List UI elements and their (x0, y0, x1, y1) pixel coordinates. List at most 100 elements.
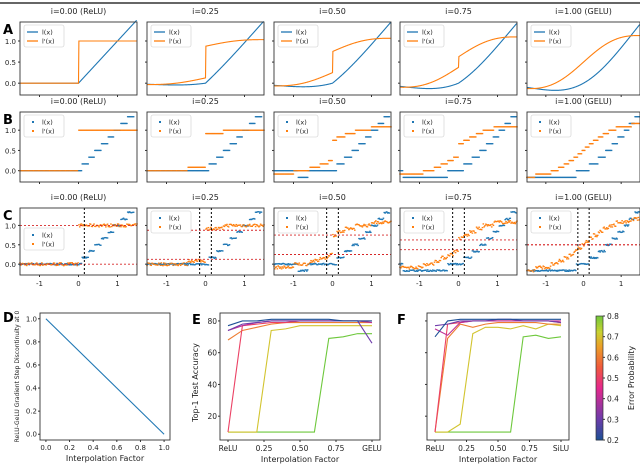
x-tick-label: 0.25 (256, 444, 273, 453)
legend-label: l'(x) (42, 241, 55, 249)
x-tick-label: 0.25 (458, 444, 475, 453)
colorbar-segment (596, 375, 603, 379)
legend-swatch (32, 130, 34, 132)
accuracy-line-p0.7 (435, 323, 562, 433)
y-tick-label: 0.0 (5, 168, 16, 176)
panel-B-1 (145, 111, 265, 184)
legend-label: l(x) (169, 119, 180, 127)
panel-title: i=0.50 (319, 193, 346, 202)
axes-frame (19, 111, 138, 183)
colorbar-segment (596, 396, 603, 400)
colorbar-segment (596, 411, 603, 414)
axes-frame (526, 21, 640, 96)
x-tick-label: SiLU (553, 444, 569, 453)
legend-swatch (412, 121, 414, 123)
accuracy-line-p0.6 (227, 321, 372, 341)
colorbar-label: Error Probability (627, 346, 636, 411)
panel-title: i=1.00 (GELU) (555, 193, 612, 202)
x-tick-label: 1 (115, 280, 119, 288)
x-tick-label: 1 (369, 280, 373, 288)
legend-label: l(x) (422, 119, 433, 127)
axes-frame (146, 207, 265, 276)
colorbar-segment (596, 386, 603, 389)
axes-frame (426, 312, 570, 441)
y-tick-label: 1.0 (5, 127, 16, 135)
x-tick-label: 0.0 (40, 444, 51, 452)
x-tick-label: -1 (416, 280, 423, 288)
colorbar-segment (596, 388, 603, 391)
legend-label: l(x) (549, 119, 560, 127)
x-tick-label: 1 (619, 280, 623, 288)
y-axis-label: ReLU-GeLU Gradient Step Discontinuity at… (14, 310, 21, 442)
legend-label: l'(x) (549, 38, 562, 46)
colorbar-segment (596, 336, 603, 340)
panel-A-1 (145, 21, 265, 97)
panel-title: i=0.00 (ReLU) (51, 97, 107, 106)
colorbar-segment (596, 340, 603, 344)
colorbar-segment (596, 378, 603, 381)
panel-B-2 (272, 111, 392, 184)
axes-frame (39, 312, 171, 441)
l-curve (526, 24, 640, 91)
colorbar-segment (596, 344, 603, 348)
legend-label: l'(x) (42, 128, 55, 136)
colorbar-segment (596, 415, 603, 418)
colorbar-segment (596, 437, 603, 441)
y-tick-label: 0.6 (26, 361, 38, 369)
x-tick-label: 0 (581, 280, 585, 288)
colorbar-segment (596, 398, 603, 402)
colorbar-segment (596, 413, 603, 416)
l-curve (399, 23, 518, 90)
x-tick-label: 0 (76, 280, 80, 288)
axes-frame (219, 312, 381, 441)
legend-label: l(x) (549, 29, 560, 37)
colorbar-segment (596, 349, 603, 352)
panel-title: i=0.25 (192, 7, 219, 16)
colorbar-segment (596, 353, 603, 356)
legend-label: l(x) (296, 29, 307, 37)
x-tick-label: 0.6 (111, 444, 123, 452)
accuracy-line-p0.2 (434, 318, 561, 338)
legend-label: l(x) (42, 29, 53, 37)
x-tick-label: ReLU (426, 444, 445, 453)
y-tick-label: 0.8 (26, 338, 37, 346)
x-tick-label: 0.4 (88, 444, 100, 452)
colorbar-tick-label: 0.7 (607, 333, 619, 342)
colorbar-segment (596, 367, 603, 371)
x-tick-label: 0.50 (292, 444, 309, 453)
y-tick-label: 60 (207, 349, 217, 358)
x-tick-label: 1.0 (159, 444, 170, 452)
axes-frame (273, 207, 392, 276)
colorbar-segment (596, 429, 603, 433)
x-tick-label: -1 (36, 280, 43, 288)
legend-swatch (412, 226, 414, 228)
legend-swatch (286, 226, 288, 228)
x-tick-label: 0.8 (135, 444, 146, 452)
colorbar-segment (596, 328, 603, 331)
colorbar-segment (596, 417, 603, 420)
colorbar-segment (596, 400, 603, 404)
colorbar-segment (596, 427, 603, 431)
panel-title: i=0.00 (ReLU) (51, 7, 107, 16)
legend-swatch (32, 234, 34, 236)
discontinuity-line (45, 318, 165, 435)
legend-swatch (159, 121, 161, 123)
legend-label: l'(x) (169, 38, 182, 46)
panel-C-0 (18, 207, 138, 277)
accuracy-line-p0.5 (227, 320, 372, 433)
accuracy-line-p0.2 (227, 318, 372, 327)
y-tick-label: 0.4 (26, 385, 38, 393)
colorbar-segment (596, 369, 603, 373)
colorbar-segment (596, 406, 603, 410)
legend-swatch (32, 121, 34, 123)
legend-swatch (159, 130, 161, 132)
legend-label: l(x) (42, 119, 53, 127)
colorbar-segment (596, 431, 603, 435)
colorbar-segment (596, 390, 603, 393)
panel-B-4 (525, 111, 640, 184)
legend-swatch (286, 217, 288, 219)
panel-letter-C: C (3, 209, 13, 224)
y-tick-label: 0.2 (26, 408, 37, 416)
axes-frame (146, 111, 265, 183)
legend-swatch (539, 130, 541, 132)
